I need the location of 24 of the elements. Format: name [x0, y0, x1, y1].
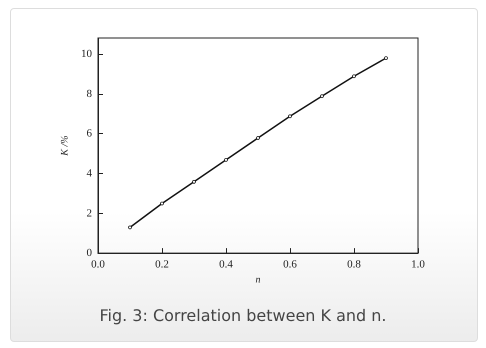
x-tick-label: 0.8	[347, 258, 362, 271]
y-tick-label: 8	[86, 88, 92, 100]
y-tick-label: 2	[86, 207, 92, 220]
y-tick-label: 6	[86, 128, 92, 140]
point	[192, 180, 196, 184]
y-tick-label: 0	[86, 247, 92, 260]
caption: Fig. 3: Correlation between K and n.	[98, 306, 388, 325]
x-tick-label: 0.6	[283, 258, 298, 271]
x-axis-title: n	[256, 274, 260, 286]
y-tick-label: 4	[86, 167, 92, 180]
point	[160, 202, 164, 206]
point	[352, 74, 356, 78]
point	[224, 158, 228, 162]
x-tick-label: 1.0	[411, 258, 426, 271]
y-axis-title: K /%	[60, 135, 71, 157]
x-tick-label: 0.2	[155, 258, 169, 271]
y-tick-label: 10	[81, 48, 92, 60]
point	[288, 114, 292, 118]
point	[320, 94, 324, 98]
point	[384, 56, 388, 60]
x-tick-label: 0.4	[219, 258, 234, 271]
point	[256, 136, 260, 140]
x-tick-label: 0.0	[91, 258, 106, 271]
point	[128, 226, 132, 230]
